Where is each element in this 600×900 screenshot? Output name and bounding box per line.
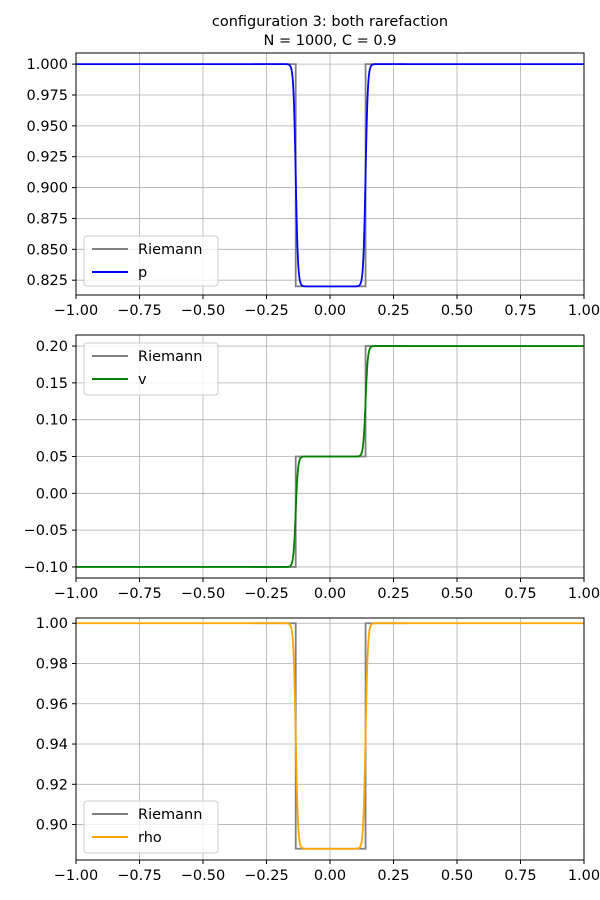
- x-tick-label: −1.00: [54, 303, 98, 319]
- legend-label: Riemann: [138, 349, 202, 365]
- y-tick-label: 0.10: [36, 413, 68, 429]
- y-tick-label: 0.92: [36, 777, 68, 793]
- x-tick-label: 1.00: [568, 586, 600, 602]
- y-tick-label: 0.05: [36, 450, 68, 466]
- legend-label: Riemann: [138, 807, 202, 823]
- y-tick-label: 0.925: [26, 150, 68, 166]
- subplots: −1.00 −0.75 −0.50 −0.25 0.00 0.25 0.50 0.75 1.00…: [24, 52, 600, 884]
- x-tick-label: 0.25: [377, 868, 409, 884]
- y-tick-label: 0.20: [36, 339, 68, 355]
- x-tick-label: 0.75: [504, 303, 536, 319]
- y-tick-label: 0.975: [26, 88, 68, 104]
- y-tick-label: 1.00: [36, 616, 68, 632]
- x-tick-label: 1.00: [568, 868, 600, 884]
- figure-title-line1: configuration 3: both rarefaction: [212, 14, 448, 30]
- y-tick-label: 0.98: [36, 657, 68, 673]
- x-tick-label: 0.50: [441, 868, 473, 884]
- x-tick-label: −0.25: [244, 303, 288, 319]
- y-tick-label: 0.900: [26, 181, 68, 197]
- x-tick-label: −1.00: [54, 868, 98, 884]
- x-tick-label: −0.75: [117, 586, 161, 602]
- legend-label: v: [138, 372, 147, 388]
- x-tick-label: −0.75: [117, 868, 161, 884]
- x-tick-label: 0.50: [441, 586, 473, 602]
- y-tick-label: 0.15: [36, 376, 68, 392]
- figure-title-line2: N = 1000, C = 0.9: [264, 33, 397, 49]
- y-tick-label: −0.10: [24, 560, 68, 576]
- subplot-3: −1.00 −0.75 −0.50 −0.25 0.00 0.25 0.50 0.75 1.00…: [36, 616, 600, 884]
- x-tick-label: 0.75: [504, 868, 536, 884]
- x-tick-label: −0.25: [244, 868, 288, 884]
- y-tick-label: 0.94: [36, 737, 68, 753]
- x-tick-label: 0.00: [314, 586, 346, 602]
- x-tick-label: 0.25: [377, 303, 409, 319]
- y-tick-label: 0.825: [26, 273, 68, 289]
- x-tick-label: 0.75: [504, 586, 536, 602]
- x-tick-label: −0.50: [181, 303, 225, 319]
- subplot-2: −1.00 −0.75 −0.50 −0.25 0.00 0.25 0.50 0.75 1.00…: [24, 334, 600, 602]
- y-tick-label: 0.950: [26, 119, 68, 135]
- y-tick-label: 0.96: [36, 697, 68, 713]
- y-tick-label: 1.000: [26, 57, 68, 73]
- x-tick-label: 1.00: [568, 303, 600, 319]
- legend: Riemann rho: [83, 800, 219, 854]
- x-tick-label: −0.25: [244, 586, 288, 602]
- legend-label: rho: [138, 830, 162, 846]
- series-line-v: [76, 345, 584, 568]
- x-tick-label: −0.75: [117, 303, 161, 319]
- subplot-1: −1.00 −0.75 −0.50 −0.25 0.00 0.25 0.50 0.75 1.00…: [26, 52, 600, 319]
- legend-label: p: [138, 265, 147, 281]
- x-tick-label: 0.00: [314, 868, 346, 884]
- legend-label: Riemann: [138, 242, 202, 258]
- series-line-p: [76, 63, 584, 288]
- y-tick-label: 0.90: [36, 818, 68, 834]
- legend: Riemann v: [83, 342, 219, 396]
- y-tick-label: −0.05: [24, 523, 68, 539]
- y-tick-label: 0.850: [26, 242, 68, 258]
- y-tick-label: 0.875: [26, 211, 68, 227]
- x-tick-label: −0.50: [181, 868, 225, 884]
- y-tick-label: 0.00: [36, 486, 68, 502]
- legend: Riemann p: [83, 235, 219, 287]
- x-tick-label: 0.00: [314, 303, 346, 319]
- x-tick-label: 0.50: [441, 303, 473, 319]
- x-tick-label: −0.50: [181, 586, 225, 602]
- x-tick-label: 0.25: [377, 586, 409, 602]
- x-tick-label: −1.00: [54, 586, 98, 602]
- series-line-rho: [76, 622, 584, 850]
